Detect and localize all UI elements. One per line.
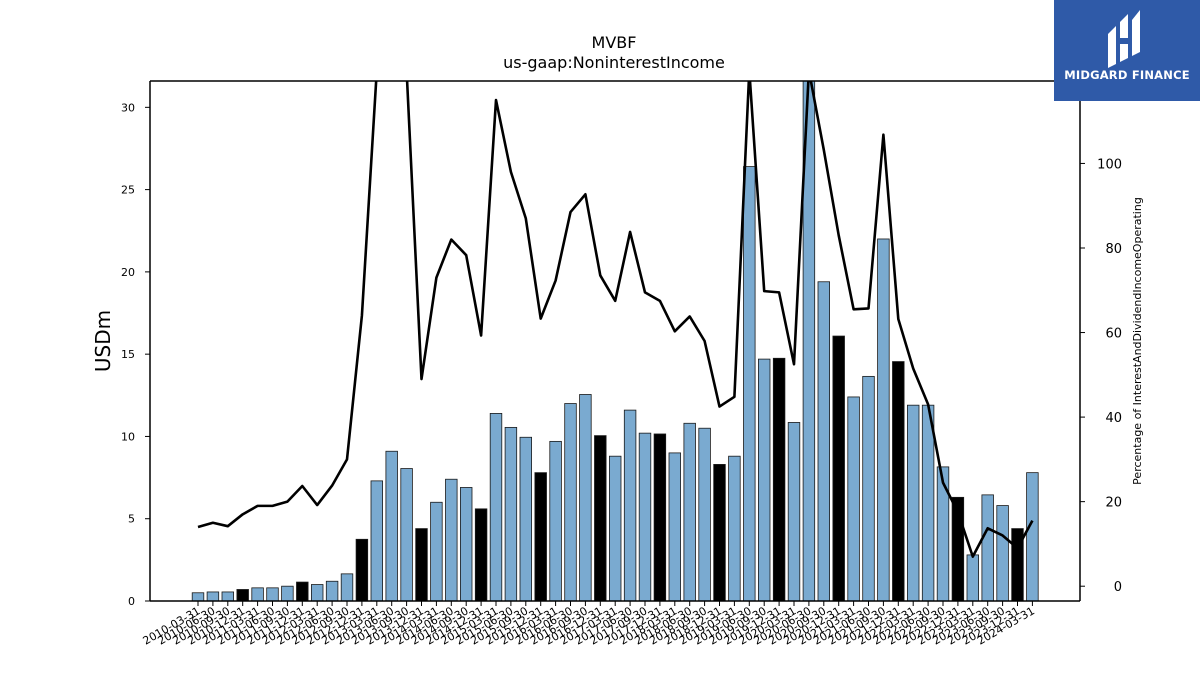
bar-2019-06-30 [743,166,756,601]
bar-2021-12-31 [892,361,905,601]
y-tick-label: 0 [128,595,135,608]
chart-title: MVBF [592,33,637,52]
bar-2012-09-30 [340,573,354,601]
bar-2011-12-31 [296,581,309,601]
bar-2018-12-31 [713,464,726,601]
bar-2020-03-31 [787,422,801,601]
y2-tick-label: 100 [1097,157,1122,172]
y2-tick-label: 0 [1114,580,1122,595]
bar-2016-09-30 [579,394,592,601]
bar-2023-12-31 [1011,528,1024,601]
y2-tick-label: 20 [1105,496,1122,511]
y-tick-label: 25 [121,184,135,197]
y-tick-label: 10 [121,430,135,443]
bar-2015-09-30 [519,436,533,601]
bar-2023-06-30 [981,494,994,601]
bar-2015-06-30 [504,426,518,601]
bar-2011-09-30 [281,585,294,601]
y-tick-label: 30 [121,101,135,114]
bar-2022-09-30 [936,466,950,601]
bar-2014-06-30 [445,478,458,601]
bar-2020-06-30 [802,81,816,601]
bar-2010-06-30 [206,591,220,601]
y-tick-label: 5 [128,513,135,526]
midgard-logo-icon [1108,10,1140,68]
bar-2019-09-30 [758,358,771,601]
bar-2012-12-31 [355,538,369,601]
bar-2014-09-30 [459,487,473,601]
y2-tick-label: 60 [1105,327,1122,342]
bar-2014-12-31 [474,508,488,601]
bar-2016-06-30 [564,403,577,601]
bar-2010-09-30 [221,591,235,601]
line-series [197,81,1034,558]
y-axis-ticks: 0 5 10 15 20 25 30 [121,101,150,608]
bar-series [191,81,1039,601]
line-series-group [197,81,1034,558]
y2-axis-label: Percentage of InterestAndDividendIncomeO… [1131,197,1144,485]
y2-axis-ticks: 0 20 40 60 80 100 [1080,157,1122,595]
bar-2024-03-31 [1026,472,1039,601]
bar-2015-03-31 [489,413,503,601]
bar-2016-03-31 [549,440,562,601]
bar-2021-03-31 [847,396,860,601]
y2-tick-label: 40 [1105,411,1122,426]
bar-2018-03-31 [668,452,682,601]
bar-2019-03-31 [728,455,741,601]
midgard-finance-logo: MIDGARD FINANCE [1054,0,1200,101]
bar-2016-12-31 [594,435,607,601]
logo-text: MIDGARD FINANCE [1064,68,1190,82]
bar-2018-06-30 [683,422,696,601]
bar-2019-12-31 [772,357,786,601]
y-axis-label: USDm [91,310,115,372]
bar-2015-12-31 [534,472,547,601]
bar-2013-03-31 [370,480,384,601]
bar-2018-09-30 [698,427,711,601]
bar-2012-06-30 [325,580,339,601]
bar-2023-09-30 [996,505,1009,601]
y2-tick-label: 80 [1105,242,1122,257]
bar-2010-12-31 [236,589,249,601]
bar-2023-03-31 [966,554,980,601]
bar-2017-12-31 [653,433,667,601]
bar-2011-03-31 [251,587,264,601]
bar-2014-03-31 [430,501,443,601]
bar-2011-06-30 [266,587,279,601]
bar-2021-09-30 [877,238,890,601]
bar-2020-12-31 [832,335,845,601]
bar-2017-06-30 [623,409,637,601]
y-tick-label: 20 [121,266,135,279]
bar-2012-03-31 [310,584,324,601]
bar-2022-03-31 [907,404,920,601]
bar-2013-09-30 [400,468,413,601]
x-axis-ticks: 2010-03-312010-06-302010-09-302010-12-31… [141,601,1037,648]
bar-2013-06-30 [385,450,398,601]
bar-2020-09-30 [817,281,831,601]
chart-subtitle: us-gaap:NoninterestIncome [503,53,725,72]
bar-2017-09-30 [638,432,652,601]
bar-2010-03-31 [191,592,205,601]
bar-2021-06-30 [862,375,875,601]
bar-2017-03-31 [609,455,622,601]
bar-2013-12-31 [415,528,428,601]
bar-2022-06-30 [921,404,935,601]
y-tick-label: 15 [121,348,135,361]
